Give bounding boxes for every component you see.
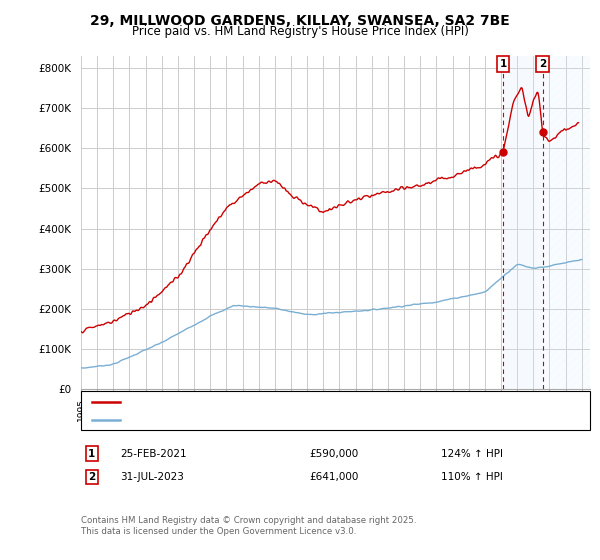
Text: 1: 1 [500, 59, 507, 69]
Text: HPI: Average price, detached house, Swansea: HPI: Average price, detached house, Swan… [125, 414, 349, 424]
Text: 31-JUL-2023: 31-JUL-2023 [120, 472, 184, 482]
Text: £590,000: £590,000 [309, 449, 358, 459]
Text: 124% ↑ HPI: 124% ↑ HPI [441, 449, 503, 459]
Text: Price paid vs. HM Land Registry's House Price Index (HPI): Price paid vs. HM Land Registry's House … [131, 25, 469, 39]
Text: 29, MILLWOOD GARDENS, KILLAY, SWANSEA, SA2 7BE: 29, MILLWOOD GARDENS, KILLAY, SWANSEA, S… [90, 14, 510, 28]
Text: 2: 2 [88, 472, 95, 482]
Bar [503, 56, 542, 389]
Text: £641,000: £641,000 [309, 472, 358, 482]
Text: 29, MILLWOOD GARDENS, KILLAY, SWANSEA, SA2 7BE (detached house): 29, MILLWOOD GARDENS, KILLAY, SWANSEA, S… [125, 397, 478, 407]
Text: 110% ↑ HPI: 110% ↑ HPI [441, 472, 503, 482]
Text: 2: 2 [539, 59, 546, 69]
Bar [542, 56, 590, 389]
Text: 25-FEB-2021: 25-FEB-2021 [120, 449, 187, 459]
Text: Contains HM Land Registry data © Crown copyright and database right 2025.
This d: Contains HM Land Registry data © Crown c… [81, 516, 416, 536]
Text: 1: 1 [88, 449, 95, 459]
